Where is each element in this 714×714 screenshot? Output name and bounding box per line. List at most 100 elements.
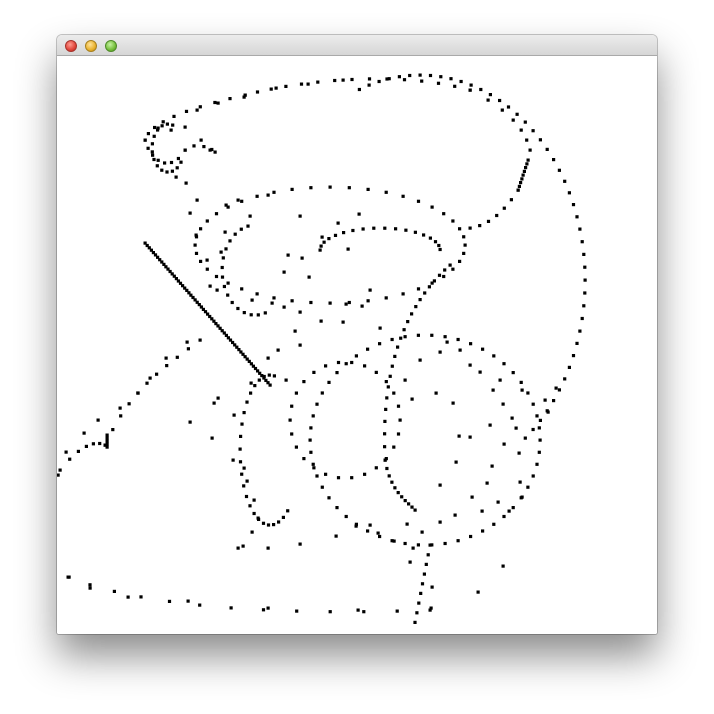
- drawing-dot: [152, 157, 156, 162]
- drawing-dot: [396, 404, 401, 408]
- drawing-dot: [531, 427, 535, 432]
- drawing-dot: [515, 112, 519, 116]
- drawing-dot: [327, 237, 331, 241]
- maximize-button[interactable]: [105, 40, 117, 52]
- drawing-dot: [306, 82, 310, 86]
- drawing-dot: [165, 364, 169, 368]
- drawing-dot: [300, 256, 304, 260]
- drawing-dot: [422, 233, 426, 237]
- drawing-dot: [420, 582, 425, 586]
- drawing-dot: [394, 227, 398, 231]
- drawing-dot: [442, 212, 446, 216]
- drawing-dot: [526, 391, 530, 395]
- drawing-dot: [286, 253, 290, 257]
- drawing-dot: [242, 95, 246, 99]
- drawing-dot: [453, 513, 457, 517]
- drawing-canvas[interactable]: [57, 57, 657, 634]
- drawing-dot: [282, 305, 286, 309]
- drawing-dot: [322, 240, 326, 244]
- drawing-dot: [272, 374, 276, 378]
- drawing-dot: [507, 509, 511, 513]
- drawing-dot: [266, 546, 270, 550]
- drawing-dot: [84, 444, 88, 448]
- drawing-dot: [360, 304, 364, 308]
- drawing-dot: [454, 460, 458, 464]
- drawing-dot: [243, 93, 247, 97]
- drawing-dot: [112, 589, 116, 593]
- drawing-dot: [192, 144, 196, 148]
- drawing-dot: [511, 506, 515, 510]
- drawing-dot: [245, 479, 249, 483]
- drawing-dot: [502, 442, 506, 446]
- drawing-dot: [224, 247, 228, 251]
- drawing-dot: [383, 445, 387, 449]
- drawing-dot: [119, 414, 123, 418]
- drawing-dot: [152, 134, 156, 138]
- drawing-dot: [191, 295, 195, 300]
- drawing-dot: [311, 414, 315, 418]
- drawing-dot: [312, 466, 316, 470]
- drawing-dot: [210, 317, 214, 321]
- drawing-dot: [470, 495, 474, 499]
- drawing-dot: [430, 205, 434, 209]
- drawing-dot: [537, 426, 541, 430]
- drawing-dot: [403, 378, 407, 382]
- drawing-dot: [295, 609, 299, 613]
- drawing-dot: [557, 388, 561, 392]
- minimize-button[interactable]: [85, 40, 97, 52]
- drawing-dot: [193, 243, 197, 247]
- drawing-dot: [582, 252, 586, 256]
- drawing-dot: [286, 509, 290, 513]
- drawing-dot: [344, 302, 348, 306]
- title-bar[interactable]: [57, 35, 657, 56]
- drawing-dot: [481, 347, 485, 351]
- drawing-dot: [519, 380, 523, 384]
- drawing-dot: [174, 277, 178, 281]
- drawing-dot: [538, 138, 542, 142]
- drawing-dot: [510, 416, 514, 420]
- drawing-dot: [468, 88, 472, 92]
- drawing-dot: [266, 606, 270, 610]
- drawing-dot: [164, 265, 168, 269]
- drawing-dot: [239, 434, 243, 438]
- drawing-dot: [282, 270, 286, 274]
- drawing-dot: [347, 300, 351, 305]
- drawing-dot: [492, 522, 496, 526]
- drawing-dot: [413, 620, 417, 624]
- drawing-dot: [372, 226, 376, 230]
- drawing-dot: [244, 494, 249, 499]
- drawing-dot: [261, 608, 266, 612]
- drawing-dot: [175, 166, 179, 170]
- drawing-dot: [255, 292, 259, 296]
- drawing-dot: [308, 438, 312, 442]
- drawing-dot: [127, 402, 131, 406]
- drawing-dot: [203, 310, 208, 314]
- drawing-dot: [179, 160, 183, 164]
- drawing-dot: [410, 312, 414, 316]
- drawing-dot: [469, 83, 473, 87]
- drawing-dot: [386, 385, 390, 389]
- drawing-dot: [298, 310, 302, 314]
- drawing-dot: [233, 232, 237, 236]
- drawing-dot: [199, 305, 203, 309]
- drawing-dot: [250, 530, 254, 534]
- drawing-dot: [218, 326, 222, 330]
- drawing-dot: [426, 553, 430, 557]
- drawing-dot: [578, 227, 582, 231]
- drawing-dot: [385, 396, 389, 400]
- close-button[interactable]: [65, 40, 77, 52]
- drawing-dot: [105, 442, 109, 446]
- drawing-dot: [486, 219, 491, 223]
- drawing-dot: [469, 534, 473, 539]
- drawing-dot: [242, 466, 246, 470]
- drawing-dot: [403, 335, 407, 339]
- drawing-dot: [156, 128, 160, 132]
- drawing-dot: [422, 572, 426, 576]
- drawing-dot: [420, 79, 424, 83]
- drawing-dot: [319, 244, 323, 248]
- drawing-dot: [535, 414, 539, 418]
- drawing-dot: [525, 138, 529, 142]
- drawing-dot: [443, 541, 447, 546]
- drawing-dot: [445, 340, 449, 344]
- drawing-dot: [216, 101, 220, 105]
